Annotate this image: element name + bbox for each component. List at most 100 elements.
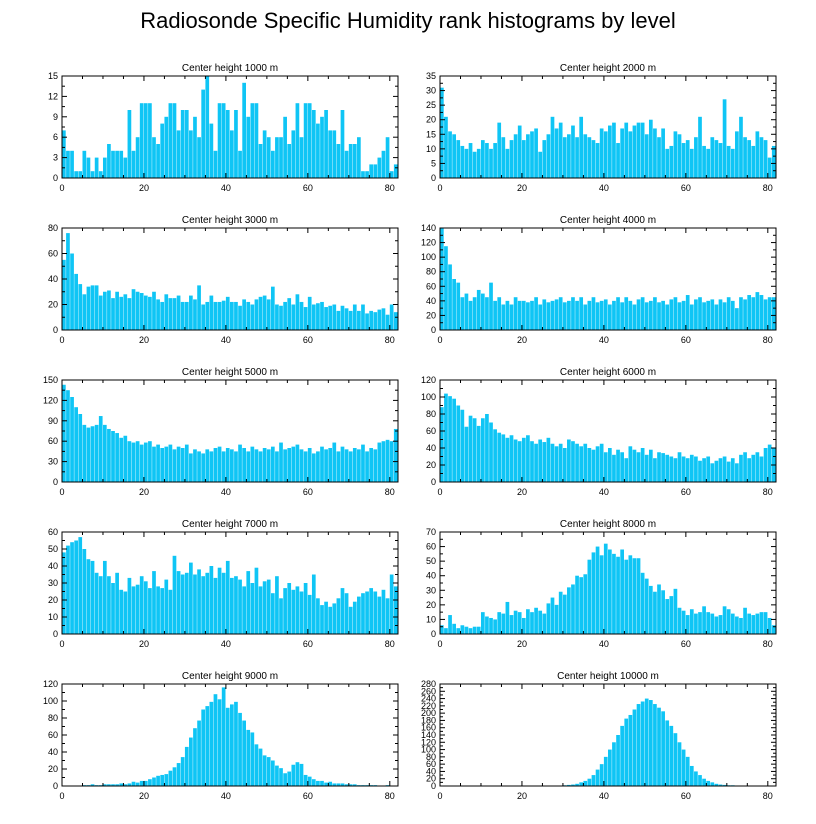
histogram-bar: [340, 783, 345, 786]
histogram-bar: [152, 291, 156, 330]
x-tick-label: 60: [681, 639, 691, 649]
histogram-bar: [127, 577, 132, 634]
histogram-bar: [517, 441, 522, 482]
histogram-bar: [567, 439, 571, 482]
histogram-bar: [743, 137, 747, 178]
histogram-bar: [653, 704, 657, 786]
histogram-bar: [98, 416, 103, 482]
x-tick-label: 40: [221, 487, 231, 497]
histogram-bar: [755, 613, 760, 634]
histogram-bar: [217, 567, 222, 634]
histogram-bar: [710, 299, 715, 330]
histogram-bar: [689, 765, 694, 786]
x-tick-label: 80: [763, 183, 773, 193]
histogram-bar: [131, 586, 136, 634]
histogram-bar: [620, 725, 624, 786]
histogram-bar: [172, 555, 177, 634]
histogram-bar: [94, 157, 99, 178]
histogram-bar: [205, 449, 210, 482]
y-tick-label: 140: [421, 223, 436, 233]
histogram-bar: [632, 449, 637, 482]
y-tick-label: 10: [426, 614, 436, 624]
histogram-bar: [316, 123, 320, 178]
histogram-bar: [209, 295, 214, 330]
histogram-bar: [66, 150, 70, 178]
histogram-bar: [180, 574, 185, 634]
histogram-bar: [616, 556, 620, 634]
histogram-bar: [230, 577, 234, 634]
histogram-bar: [172, 298, 177, 331]
y-tick-label: 100: [421, 252, 436, 262]
histogram-bar: [562, 137, 567, 178]
figure-title: Radiosonde Specific Humidity rank histog…: [140, 8, 676, 33]
histogram-bar: [595, 302, 600, 330]
histogram-bar: [452, 398, 456, 482]
histogram-bar: [262, 755, 267, 786]
histogram-bar: [681, 300, 686, 330]
histogram-bar: [739, 297, 743, 330]
histogram-bar: [135, 137, 140, 178]
histogram-bar: [135, 782, 140, 786]
x-tick-label: 40: [599, 487, 609, 497]
histogram-bar: [616, 449, 620, 482]
histogram-bar: [480, 418, 485, 482]
x-tick-label: 80: [385, 639, 395, 649]
y-tick-label: 120: [421, 238, 436, 248]
histogram-bar: [131, 781, 136, 786]
histogram-bar: [381, 150, 386, 178]
histogram-bar: [468, 300, 473, 330]
histogram-bar: [258, 296, 263, 330]
histogram-bar: [172, 767, 177, 786]
histogram-bar: [279, 442, 283, 482]
histogram-bar: [156, 144, 160, 178]
histogram-bar: [669, 145, 674, 178]
histogram-bar: [620, 302, 624, 330]
histogram-bar: [657, 137, 661, 178]
histogram-bar: [603, 756, 608, 786]
x-tick-label: 0: [437, 639, 442, 649]
histogram-bar: [476, 148, 481, 178]
histogram-bar: [348, 144, 353, 178]
histogram-bar: [575, 575, 579, 634]
histogram-bar: [714, 460, 719, 482]
histogram-bar: [311, 779, 316, 786]
histogram-bar: [201, 304, 206, 330]
histogram-bar: [468, 415, 473, 482]
histogram-bar: [127, 783, 132, 786]
histogram-bar: [685, 295, 690, 330]
histogram-bar: [718, 143, 723, 178]
histogram-bar: [640, 448, 645, 482]
histogram-bar: [225, 110, 230, 178]
histogram-bar: [139, 576, 144, 634]
histogram-bar: [385, 314, 390, 330]
histogram-bar: [201, 453, 206, 482]
histogram-bar: [135, 584, 140, 634]
x-tick-label: 60: [303, 335, 313, 345]
histogram-bar: [612, 122, 616, 178]
y-tick-label: 30: [426, 86, 436, 96]
x-tick-label: 80: [385, 791, 395, 801]
histogram-bar: [648, 700, 653, 786]
histogram-bar: [550, 443, 555, 482]
histogram-bar: [369, 310, 374, 331]
histogram-bar: [657, 452, 661, 482]
histogram-bar: [357, 449, 361, 482]
histogram-bar: [657, 584, 661, 634]
histogram-bar: [583, 574, 588, 634]
histogram-bar: [295, 444, 300, 482]
histogram-bar: [608, 549, 612, 634]
histogram-bar: [575, 783, 579, 786]
histogram-bar: [234, 301, 238, 330]
histogram-bar: [505, 300, 510, 330]
histogram-bar: [316, 451, 320, 482]
histogram-bar: [702, 302, 706, 330]
histogram-bar: [587, 778, 592, 786]
histogram-bar: [587, 559, 592, 634]
histogram-bar: [485, 616, 489, 634]
x-tick-label: 20: [517, 183, 527, 193]
histogram-bar: [234, 576, 238, 634]
histogram-bar: [320, 605, 324, 634]
histogram-bar: [681, 749, 686, 786]
histogram-bar: [599, 300, 604, 330]
x-tick-label: 40: [221, 791, 231, 801]
